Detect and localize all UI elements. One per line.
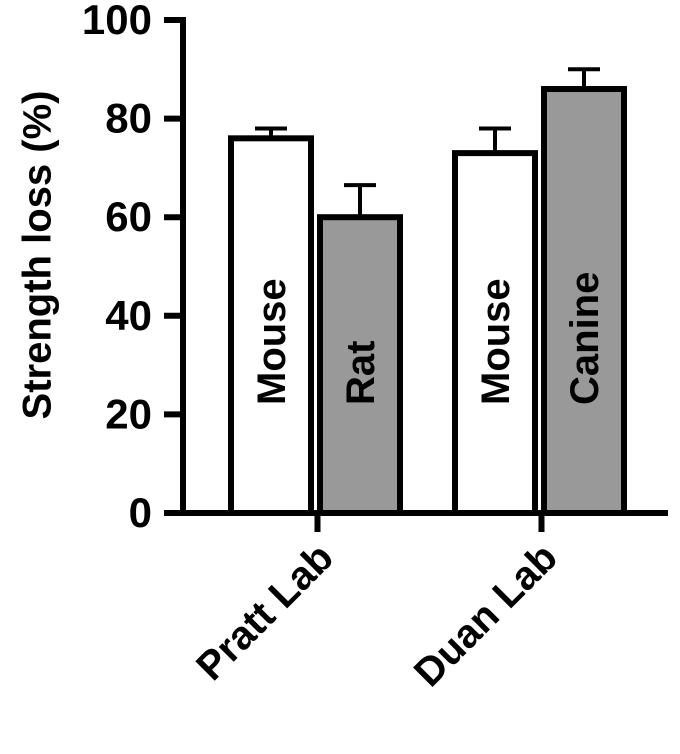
y-axis-label: Strength loss (%) (16, 91, 60, 420)
bar (452, 150, 538, 517)
bar (317, 214, 403, 516)
bar-label: Mouse (250, 278, 294, 405)
y-tick-label: 100 (82, 0, 152, 43)
bar-label: Rat (339, 341, 383, 405)
y-tick-label: 0 (129, 489, 152, 536)
bar (541, 86, 627, 517)
x-tick-label: Pratt Lab (188, 535, 342, 689)
y-tick-label: 20 (105, 390, 152, 437)
y-tick-label: 40 (105, 292, 152, 339)
y-tick-label: 60 (105, 193, 152, 240)
y-tick-label: 80 (105, 95, 152, 142)
x-tick-label: Duan Lab (406, 535, 566, 695)
bar-label: Mouse (474, 278, 518, 405)
bar (228, 135, 314, 516)
bar-label: Canine (563, 272, 607, 405)
